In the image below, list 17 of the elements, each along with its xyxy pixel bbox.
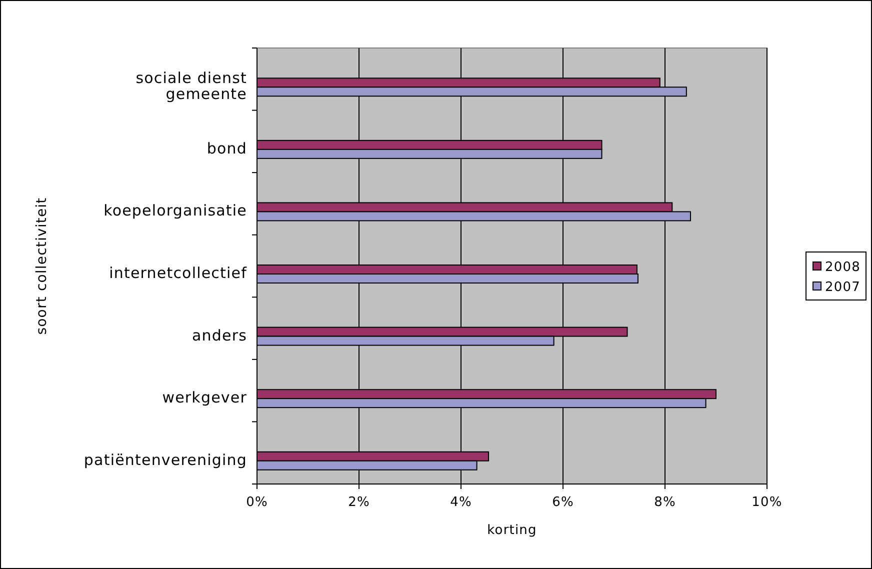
y-tick-label: anders xyxy=(192,326,247,344)
y-tick-label: internetcollectief xyxy=(109,264,248,282)
x-tick-label: 0% xyxy=(246,495,268,510)
x-tick-label: 6% xyxy=(552,495,574,510)
y-tick-label: patiëntenvereniging xyxy=(84,450,247,469)
y-tick-label: werkgever xyxy=(162,388,248,407)
x-tick-label: 4% xyxy=(450,495,472,510)
y-tick-label: koepelorganisatie xyxy=(104,202,247,220)
x-tick-label: 8% xyxy=(654,495,676,510)
y-axis-title: soort collectiviteit xyxy=(34,197,50,335)
y-tick-label: sociale dienst gemeente xyxy=(136,69,247,104)
legend-label: 2007 xyxy=(825,280,860,295)
y-tick-label: bond xyxy=(206,140,247,158)
legend-label: 2008 xyxy=(825,260,860,275)
x-tick-label: 10% xyxy=(752,495,782,510)
x-tick-label: 2% xyxy=(348,495,370,510)
x-axis-title: korting xyxy=(487,523,537,538)
